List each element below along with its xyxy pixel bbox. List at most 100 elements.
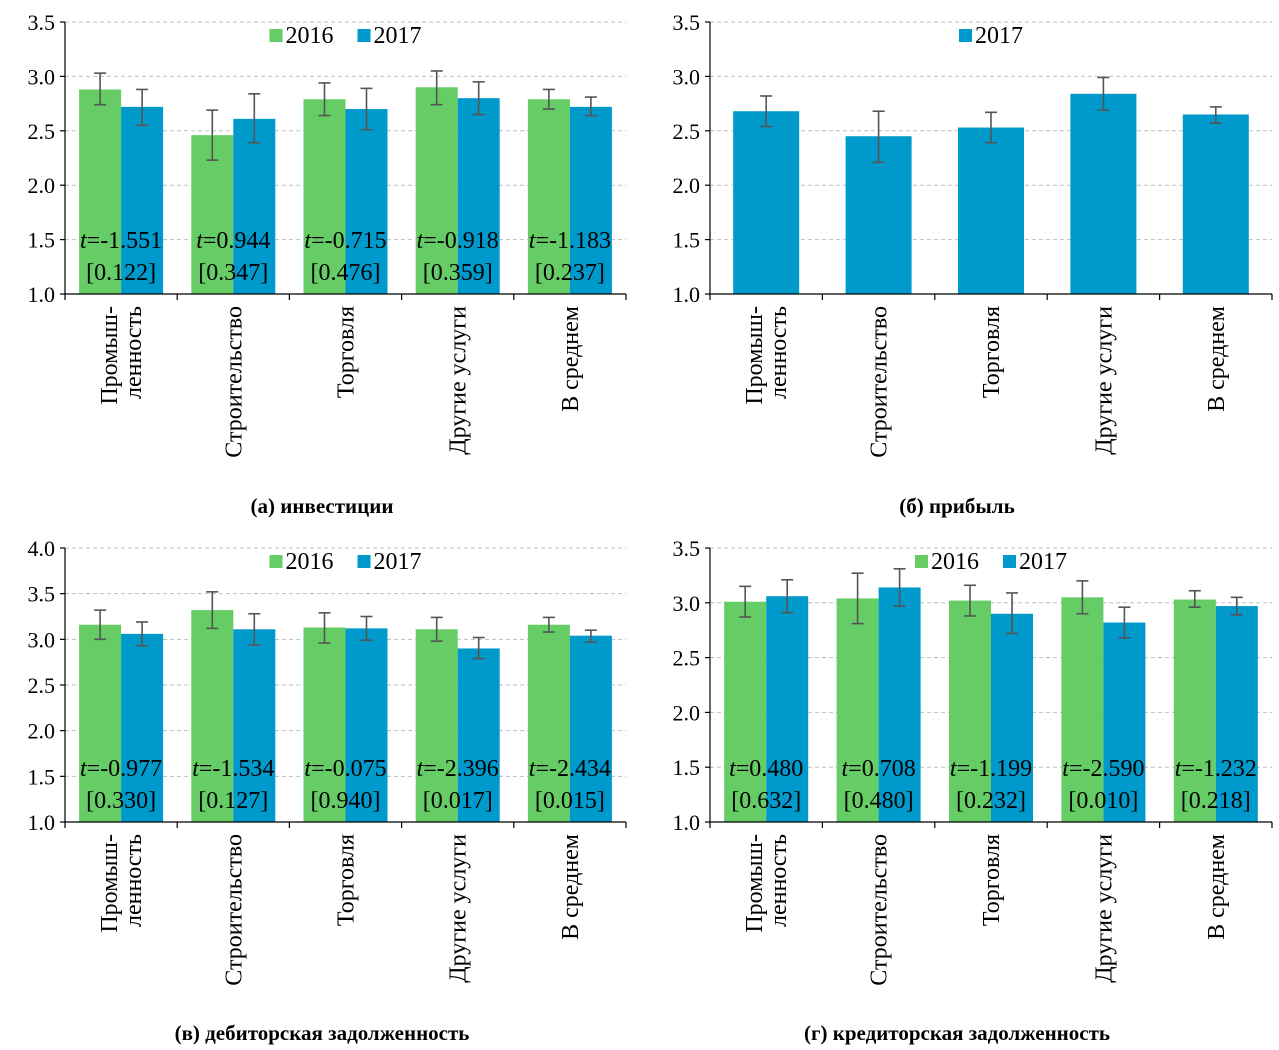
category-label: Строительство [867,306,893,458]
category-label: Другие услуги [1091,834,1117,983]
bar-2016 [949,600,991,822]
t-statistic-label: t=-2.434 [529,756,611,782]
y-tick-label: 3.0 [673,591,701,616]
t-statistic-label: t=-1.534 [192,756,274,782]
chart-panel-3: 1.0 1.5 2.0 2.5 3.0 3.5 4.0 t=-0.977 [0.330] t=-1… [28,536,627,1045]
y-tick-label: 2.0 [28,719,56,744]
legend-label: 2016 [286,549,334,575]
bar-2017 [345,109,388,294]
bar-2017 [958,127,1024,294]
bar-2017 [121,106,164,294]
category-label: В среднем [558,834,584,940]
legend-label: 2017 [374,549,422,575]
category-label: Торговля [334,306,360,398]
bar-2016 [1061,597,1104,822]
legend-label: 2016 [931,549,979,575]
t-statistic-label: t=0.944 [196,228,270,254]
legend-swatch [357,29,371,42]
legend-label: 2017 [374,23,422,49]
p-value-label: [0.015] [535,788,605,814]
chart-panel-2: 1.0 1.5 2.0 2.5 3.0 3.5 Промыш-ленность Строите… [673,10,1273,518]
p-value-label: [0.127] [198,788,268,814]
y-tick-label: 1.0 [673,810,701,835]
bar-2017 [1103,622,1146,822]
y-tick-label: 1.5 [28,764,56,789]
bar-2016 [724,601,767,822]
category-label: Строительство [221,306,247,458]
category-label: Промыш- [742,834,768,933]
bar-2016 [527,624,570,822]
panel-caption: (в) дебиторская задолженность [175,1021,470,1045]
legend-swatch [1003,555,1016,568]
t-statistic-label: t=-0.977 [80,756,162,782]
legend-label: 2017 [975,23,1023,49]
category-label: Строительство [867,834,893,986]
bar-2017 [345,628,388,822]
category-label: Промыш- [97,834,123,933]
y-tick-label: 2.0 [673,700,701,725]
bar-2016 [303,99,346,294]
bar-2017 [733,111,800,294]
bar-2017 [457,648,500,822]
bar-2017 [1070,93,1137,294]
category-label: Торговля [979,834,1005,926]
y-tick-label: 3.5 [673,536,701,561]
y-tick-label: 1.5 [673,755,701,780]
category-label: Строительство [221,834,247,986]
category-label: Промыш- [742,306,768,405]
p-value-label: [0.347] [198,260,268,286]
t-statistic-label: t=-1.551 [80,228,162,254]
bar-2016 [191,135,234,294]
bar-2016 [79,624,122,822]
y-tick-label: 4.0 [28,536,56,561]
bar-2016 [1173,599,1216,822]
bar-2017 [233,629,276,822]
p-value-label: [0.122] [86,260,156,286]
bar-2017 [1182,114,1249,294]
category-label: ленность [121,834,147,927]
legend-swatch [357,555,371,568]
bar-2016 [191,610,234,822]
legend-swatch [959,29,972,42]
y-tick-label: 3.0 [28,627,56,652]
category-label: Другие услуги [446,306,472,455]
bar-2016 [836,598,879,822]
y-tick-label: 2.5 [28,119,56,144]
y-tick-label: 1.0 [28,282,56,307]
chart-panel-1: 1.0 1.5 2.0 2.5 3.0 3.5 t=-1.551 [0.122] t=0.944… [28,10,627,518]
y-tick-label: 2.0 [673,173,701,198]
legend-swatch [269,29,283,42]
category-label: Торговля [334,834,360,926]
bar-2017 [457,98,500,294]
y-tick-label: 3.5 [28,582,56,607]
y-tick-label: 3.0 [673,64,701,89]
p-value-label: [0.480] [844,788,914,814]
bar-2017 [569,635,612,822]
y-tick-label: 3.0 [28,64,56,89]
y-tick-label: 1.5 [673,228,701,253]
t-statistic-label: t=-0.075 [304,756,386,782]
p-value-label: [0.237] [535,260,605,286]
bar-2017 [991,613,1033,822]
t-statistic-label: t=-0.715 [304,228,386,254]
legend-label: 2016 [286,23,334,49]
p-value-label: [0.940] [311,788,381,814]
category-label: Другие услуги [446,834,472,983]
bar-2017 [878,587,921,822]
bar-2016 [303,627,346,822]
p-value-label: [0.017] [423,788,493,814]
p-value-label: [0.330] [86,788,156,814]
category-label: ленность [766,834,792,927]
y-tick-label: 2.5 [28,673,56,698]
category-label: В среднем [1204,834,1230,940]
t-statistic-label: t=-2.396 [417,756,499,782]
p-value-label: [0.218] [1181,788,1251,814]
category-label: ленность [121,306,147,399]
legend-label: 2017 [1019,549,1067,575]
category-label: Промыш- [97,306,123,405]
t-statistic-label: t=-0.918 [417,228,499,254]
p-value-label: [0.632] [731,788,801,814]
p-value-label: [0.476] [311,260,381,286]
t-statistic-label: t=-1.232 [1175,756,1257,782]
